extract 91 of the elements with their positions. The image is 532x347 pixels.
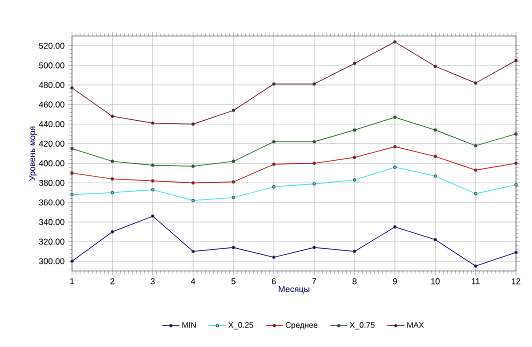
- point: [434, 174, 437, 178]
- y-tick-label: 460.00: [38, 102, 64, 108]
- point: [110, 160, 114, 163]
- point: [434, 238, 437, 242]
- point: [514, 58, 518, 62]
- x-tick-label: 10: [431, 278, 440, 284]
- legend-label: Среднее: [286, 322, 318, 330]
- x-tick-label: 2: [110, 278, 114, 284]
- point: [514, 132, 518, 136]
- point: [232, 160, 236, 163]
- point: [151, 164, 154, 167]
- point: [232, 246, 236, 250]
- x-axis-title: Месяцы: [278, 286, 310, 294]
- point: [514, 162, 518, 165]
- point: [393, 40, 397, 44]
- y-tick-label: 340.00: [39, 219, 64, 226]
- y-tick-label: 500.00: [39, 62, 64, 68]
- point: [70, 86, 74, 90]
- y-tick-label: 480.00: [38, 82, 64, 88]
- point: [272, 256, 276, 259]
- point: [474, 168, 478, 172]
- point: [312, 162, 316, 165]
- legend-label: X_0.75: [350, 322, 375, 330]
- point: [191, 250, 195, 254]
- point: [352, 128, 356, 132]
- x-tick-label: 5: [231, 278, 236, 284]
- point: [312, 182, 316, 186]
- point: [434, 154, 437, 158]
- point: [474, 81, 478, 85]
- point: [191, 122, 195, 126]
- x-tick-label: 4: [190, 278, 196, 284]
- point: [232, 180, 236, 184]
- point: [474, 192, 478, 196]
- y-tick-label: 360.00: [39, 199, 64, 206]
- point: [151, 179, 154, 183]
- point: [352, 62, 356, 66]
- point: [434, 64, 437, 68]
- point: [393, 166, 397, 169]
- point: [191, 164, 195, 168]
- legend-label: MAX: [407, 322, 424, 328]
- point: [70, 171, 74, 175]
- point: [393, 225, 397, 229]
- point: [393, 116, 397, 119]
- point: [272, 185, 276, 188]
- y-tick-label: 320.00: [39, 238, 64, 245]
- y-tick-label: 400.00: [38, 160, 64, 166]
- point: [70, 260, 74, 263]
- legend-label: MIN: [182, 322, 196, 328]
- point: [352, 250, 356, 254]
- x-tick-label: 1: [70, 278, 74, 284]
- x-tick-label: 11: [472, 278, 480, 284]
- point: [272, 162, 276, 166]
- y-tick-label: 520.00: [39, 42, 64, 49]
- point: [232, 108, 236, 112]
- point: [151, 188, 154, 192]
- point: [352, 156, 356, 160]
- point: [474, 144, 478, 148]
- x-tick-label: 3: [150, 278, 155, 284]
- point: [514, 250, 518, 254]
- x-tick-label: 8: [352, 278, 357, 284]
- point: [110, 177, 114, 181]
- point: [232, 196, 236, 200]
- y-axis-title: Уровень моря: [29, 126, 37, 181]
- point: [110, 191, 114, 194]
- point: [272, 82, 276, 86]
- y-tick-label: 380.00: [39, 180, 64, 186]
- point: [151, 121, 154, 125]
- point: [514, 183, 518, 186]
- point: [393, 144, 397, 148]
- point: [434, 128, 437, 132]
- x-tick-label: 12: [512, 278, 520, 284]
- y-tick-label: 300.00: [39, 258, 64, 264]
- point: [312, 246, 316, 250]
- point: [110, 114, 114, 118]
- x-tick-label: 9: [392, 278, 397, 284]
- point: [110, 230, 114, 234]
- point: [352, 178, 356, 182]
- x-tick-label: 7: [312, 278, 316, 284]
- point: [191, 181, 195, 185]
- x-tick-label: 6: [272, 278, 276, 284]
- point: [70, 146, 74, 150]
- point: [312, 140, 316, 144]
- point: [191, 198, 195, 202]
- y-tick-label: 420.00: [38, 140, 64, 147]
- point: [272, 140, 276, 144]
- point: [474, 264, 478, 268]
- point: [312, 82, 316, 86]
- point: [70, 192, 74, 196]
- legend-label: X_0.25: [228, 322, 254, 330]
- point: [151, 214, 154, 218]
- y-tick-label: 440.00: [38, 121, 64, 128]
